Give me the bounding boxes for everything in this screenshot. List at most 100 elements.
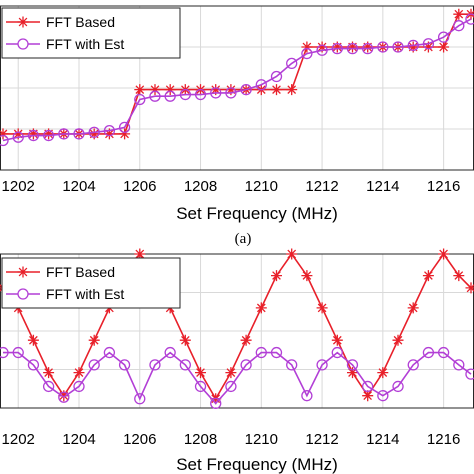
legend: FFT Based FFT with Est [1, 257, 181, 309]
data-point [27, 128, 39, 140]
data-point [255, 302, 267, 314]
data-point [362, 390, 374, 402]
data-point [195, 367, 206, 379]
x-tick-label: 1208 [184, 431, 217, 448]
data-point [27, 334, 39, 346]
data-point [362, 41, 374, 53]
data-point [377, 41, 389, 53]
data-point [134, 248, 146, 260]
x-tick-label: 1206 [123, 431, 156, 448]
data-point [301, 270, 313, 282]
data-point [179, 334, 191, 346]
x-tick-label: 1210 [245, 431, 278, 448]
x-tick-label: 1202 [2, 431, 35, 448]
legend-box [1, 7, 181, 59]
data-point [73, 380, 85, 393]
data-point [437, 31, 450, 43]
legend-marker [17, 266, 29, 278]
data-point [465, 13, 474, 25]
series-line [2, 18, 472, 142]
data-point [210, 84, 222, 96]
data-point [149, 90, 161, 102]
data-point [134, 84, 146, 96]
data-point [465, 368, 474, 380]
data-point [0, 346, 9, 359]
data-point [301, 41, 313, 53]
x-tick-label: 1202 [2, 178, 35, 195]
legend-label: FFT Based [46, 14, 115, 30]
data-point [392, 41, 404, 53]
data-point [407, 41, 419, 53]
data-point [422, 38, 435, 50]
x-tick-label: 1212 [305, 178, 338, 195]
data-point [331, 346, 343, 359]
data-point [42, 380, 55, 393]
data-point [331, 42, 343, 55]
data-point [270, 346, 283, 359]
data-point [149, 84, 161, 96]
x-tick-label: 1206 [123, 178, 156, 195]
data-point [286, 248, 298, 260]
data-point [453, 270, 465, 282]
x-tick-label: 1214 [366, 178, 399, 195]
data-point [225, 87, 237, 99]
data-point [58, 390, 70, 402]
data-point [301, 390, 313, 402]
data-point [164, 84, 176, 96]
data-point [73, 367, 85, 379]
data-point [225, 380, 237, 393]
x-tick-label: 1216 [427, 178, 460, 195]
data-point [164, 346, 176, 359]
data-point [438, 41, 450, 53]
series-fft-with-est [0, 13, 474, 147]
data-point [88, 359, 100, 371]
data-point [43, 367, 55, 379]
data-point [88, 126, 100, 138]
data-point [12, 131, 24, 143]
legend: FFT Based FFT with Est [1, 7, 181, 59]
legend-label: FFT with Est [46, 286, 124, 302]
data-point [240, 359, 252, 371]
data-point [286, 84, 298, 96]
data-point [12, 346, 24, 359]
panel-label-a: (a) [235, 231, 252, 247]
x-tick-label: 1204 [62, 178, 95, 195]
data-point [438, 248, 450, 260]
data-point [346, 42, 359, 55]
x-tick-label: 1216 [427, 431, 460, 448]
data-point [331, 334, 343, 346]
data-point [316, 44, 328, 56]
data-point [210, 397, 222, 410]
data-point [316, 41, 328, 53]
data-point [347, 367, 358, 379]
data-point [42, 129, 55, 142]
x-tick-label: 1214 [366, 431, 399, 448]
data-point [255, 79, 267, 91]
data-point [119, 128, 131, 140]
data-point [179, 359, 191, 371]
data-point [27, 359, 40, 371]
data-point [271, 84, 282, 96]
data-point [437, 346, 450, 359]
data-point [179, 88, 191, 101]
x-tick-label: 1212 [305, 431, 338, 448]
x-tick-label: 1208 [184, 178, 217, 195]
chart-panel-a: 1202 1204 1206 1208 1210 1212 1214 1216 Set Freq… [0, 5, 474, 223]
data-point [407, 302, 419, 314]
data-point [453, 20, 465, 32]
series-fft-with-est [0, 346, 474, 410]
chart-panel-b: 1202 1204 1206 1208 1210 1212 1214 1216 Set Freq… [0, 248, 474, 474]
data-point [407, 359, 419, 371]
data-point [194, 380, 207, 393]
data-point [210, 87, 222, 99]
data-point [347, 41, 358, 53]
data-point [194, 88, 207, 101]
data-point [73, 128, 85, 140]
data-point [422, 270, 434, 282]
data-point [0, 128, 9, 140]
data-point [422, 41, 434, 53]
data-point [453, 359, 465, 371]
legend-marker [17, 16, 29, 28]
data-point [149, 359, 161, 371]
